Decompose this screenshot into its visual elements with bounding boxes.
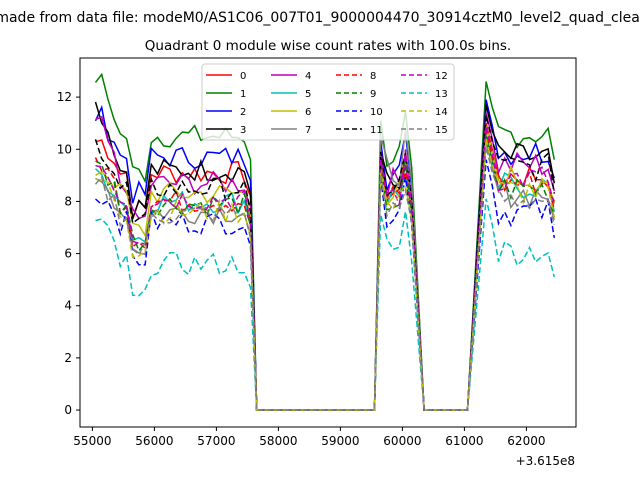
legend-label-1: 1 xyxy=(240,89,246,100)
legend-label-12: 12 xyxy=(435,71,448,82)
y-tick-label: 8 xyxy=(64,194,72,208)
x-tick-label: 56000 xyxy=(135,434,173,448)
legend-label-14: 14 xyxy=(435,107,448,118)
legend-label-0: 0 xyxy=(240,71,246,82)
x-tick-label: 60000 xyxy=(383,434,421,448)
legend-label-11: 11 xyxy=(370,125,383,136)
chart-title: Quadrant 0 module wise count rates with … xyxy=(145,38,511,54)
series-line-14 xyxy=(95,138,556,411)
x-tick-label: 61000 xyxy=(445,434,483,448)
x-tick-label: 58000 xyxy=(259,434,297,448)
plot-area: 55000 56000 57000 58000 59000 60000 61000 62000… xyxy=(57,57,577,468)
legend-label-4: 4 xyxy=(305,71,311,82)
series-line-15 xyxy=(94,146,556,411)
y-tick-label: 2 xyxy=(64,351,72,365)
axes-frame xyxy=(79,57,577,428)
legend-label-3: 3 xyxy=(240,125,246,136)
x-offset-label: +3.615e8 xyxy=(516,454,575,468)
legend-label-15: 15 xyxy=(435,125,448,136)
y-tick-label: 12 xyxy=(57,90,72,104)
x-tick-label: 55000 xyxy=(73,434,111,448)
series-lines xyxy=(94,72,556,411)
figure-suptitle: Plot made from data file: modeM0/AS1C06_… xyxy=(0,10,640,26)
y-tick-label: 10 xyxy=(57,142,72,156)
x-axis: 55000 56000 57000 58000 59000 60000 61000 62000 xyxy=(73,427,545,448)
legend-label-7: 7 xyxy=(305,125,311,136)
legend-label-8: 8 xyxy=(370,71,376,82)
legend-box xyxy=(201,63,455,141)
x-tick-label: 57000 xyxy=(197,434,235,448)
y-tick-label: 0 xyxy=(64,403,72,417)
y-tick-label: 6 xyxy=(64,247,72,261)
legend-label-10: 10 xyxy=(370,107,383,118)
x-tick-label: 62000 xyxy=(507,434,545,448)
legend-label-2: 2 xyxy=(240,107,246,118)
x-tick-label: 59000 xyxy=(321,434,359,448)
legend-label-6: 6 xyxy=(305,107,311,118)
legend-label-5: 5 xyxy=(305,89,311,100)
legend-label-9: 9 xyxy=(370,89,376,100)
y-axis: 0 2 4 6 8 10 12 xyxy=(57,90,80,417)
y-tick-label: 4 xyxy=(64,299,72,313)
legend-label-13: 13 xyxy=(435,89,448,100)
